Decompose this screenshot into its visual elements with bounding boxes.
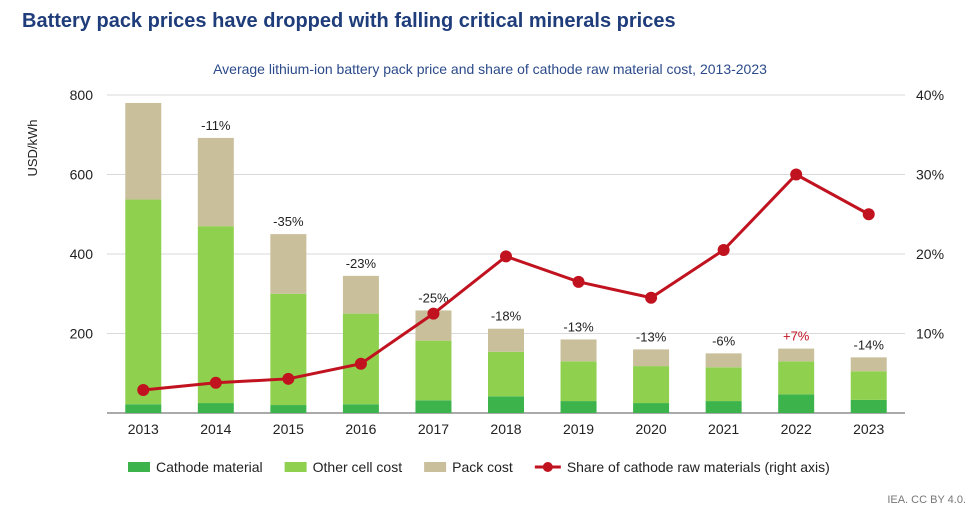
legend-swatch xyxy=(424,462,447,472)
bar-segment xyxy=(197,403,234,413)
bar-segment xyxy=(560,401,597,413)
bar-segment xyxy=(488,328,524,352)
bar-change-label: +7% xyxy=(783,329,810,344)
y2-tick-label: 10% xyxy=(916,326,944,342)
bar-segment xyxy=(270,293,307,406)
bar-segment xyxy=(342,404,379,413)
bar-segment xyxy=(778,348,815,362)
bar-segment xyxy=(633,403,670,413)
cathode-share-point xyxy=(790,168,803,181)
bar-segment xyxy=(705,353,742,368)
bar-segment xyxy=(197,137,234,227)
x-tick-label: 2019 xyxy=(563,421,594,437)
footer-credit: IEA. CC BY 4.0. xyxy=(887,494,966,506)
bar-segment xyxy=(705,401,742,413)
x-tick-label: 2022 xyxy=(781,421,812,437)
bar-segment xyxy=(415,340,452,401)
bar-segment xyxy=(125,404,162,413)
x-tick-label: 2015 xyxy=(273,421,304,437)
bar-segment xyxy=(850,357,887,372)
bar-change-label: -35% xyxy=(273,214,304,229)
bar-segment xyxy=(342,275,379,314)
legend-label: Cathode material xyxy=(156,459,263,475)
bar-segment xyxy=(488,351,524,397)
bar-change-label: -25% xyxy=(418,290,449,305)
bar-segment xyxy=(560,361,597,402)
cathode-share-point xyxy=(282,372,295,385)
legend-label: Share of cathode raw materials (right ax… xyxy=(567,459,830,475)
legend-swatch xyxy=(284,462,307,472)
bar-segment xyxy=(778,394,815,413)
y-tick-label: 600 xyxy=(70,167,94,183)
x-tick-label: 2023 xyxy=(853,421,884,437)
bar-segment xyxy=(633,366,670,404)
chart-subtitle: Average lithium-ion battery pack price a… xyxy=(213,61,767,77)
bar-change-label: -11% xyxy=(201,118,231,133)
x-tick-label: 2021 xyxy=(708,421,739,437)
bar-segment xyxy=(850,399,887,413)
y2-tick-label: 30% xyxy=(916,167,944,183)
x-tick-label: 2013 xyxy=(128,421,159,437)
cathode-share-point xyxy=(645,291,658,304)
legend-swatch xyxy=(128,462,150,472)
bar-segment xyxy=(488,396,524,413)
x-tick-label: 2014 xyxy=(200,421,231,437)
legend-line-marker xyxy=(542,462,553,472)
bar-segment xyxy=(850,371,887,400)
cathode-share-point xyxy=(500,250,512,263)
cathode-share-point xyxy=(572,275,585,288)
y2-tick-label: 20% xyxy=(916,246,944,262)
bar-change-label: -14% xyxy=(854,337,885,352)
x-tick-label: 2016 xyxy=(345,421,376,437)
bar-change-label: -18% xyxy=(491,309,522,324)
y-axis-label: USD/kWh xyxy=(25,119,40,176)
y-tick-label: 200 xyxy=(70,326,94,342)
bar-segment xyxy=(270,234,307,294)
legend-label: Other cell cost xyxy=(313,459,403,475)
cathode-share-point xyxy=(862,208,875,221)
bar-segment xyxy=(197,226,234,404)
cathode-share-point xyxy=(427,307,440,320)
y-tick-label: 800 xyxy=(70,87,94,103)
x-tick-label: 2018 xyxy=(490,421,521,437)
bar-segment xyxy=(415,400,452,413)
bar-segment xyxy=(125,102,162,200)
cathode-share-point xyxy=(209,376,222,389)
bar-segment xyxy=(633,349,670,367)
bar-segment xyxy=(778,361,815,395)
page-title: Battery pack prices have dropped with fa… xyxy=(22,10,676,32)
legend-label: Pack cost xyxy=(452,459,513,475)
y-tick-label: 400 xyxy=(70,246,94,262)
x-tick-label: 2020 xyxy=(636,421,667,437)
bar-segment xyxy=(560,339,597,362)
cathode-share-point xyxy=(137,383,150,396)
bar-change-label: -6% xyxy=(712,333,736,348)
cathode-share-point xyxy=(354,357,367,370)
bar-segment xyxy=(125,199,162,405)
y2-tick-label: 40% xyxy=(916,87,944,103)
bar-change-label: -23% xyxy=(346,256,377,271)
bar-change-label: -13% xyxy=(563,319,594,334)
bar-segment xyxy=(705,367,742,402)
bar-change-label: -13% xyxy=(636,329,667,344)
cathode-share-point xyxy=(717,244,730,257)
x-tick-label: 2017 xyxy=(418,421,449,437)
bar-segment xyxy=(270,405,307,413)
